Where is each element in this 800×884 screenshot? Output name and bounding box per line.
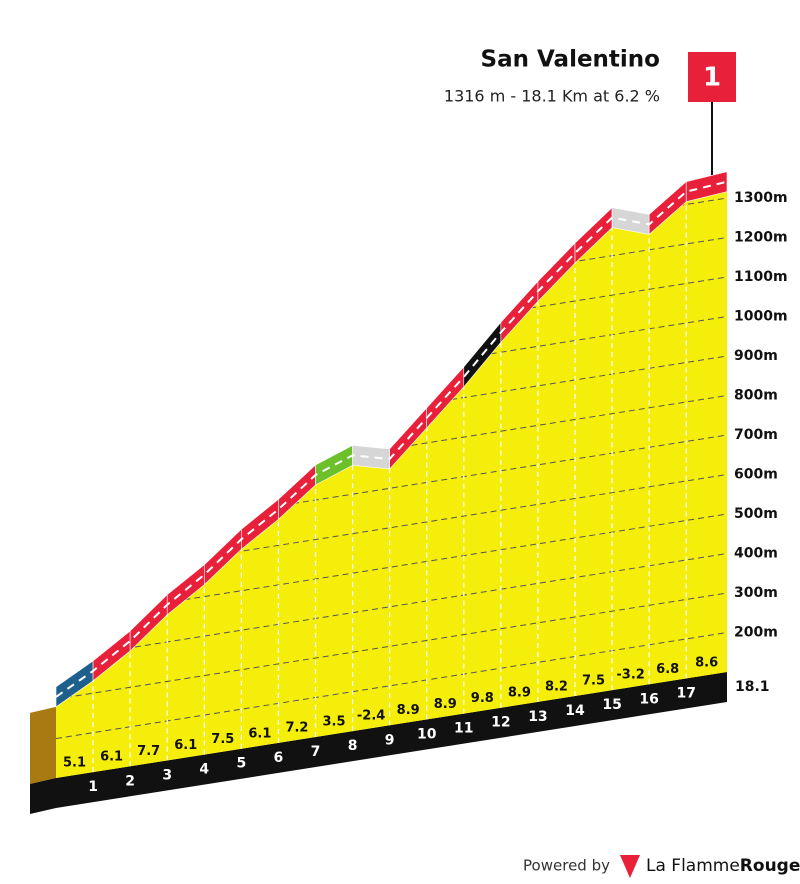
gradient-label: 7.2 xyxy=(285,720,308,735)
y-tick-label: 600m xyxy=(734,467,778,483)
x-tick-label: 17 xyxy=(676,685,695,701)
chart-subtitle: 1316 m - 18.1 Km at 6.2 % xyxy=(444,87,660,106)
x-tick-label: 13 xyxy=(528,709,547,725)
plot: 200m300m400m500m600m700m800m900m1000m110… xyxy=(30,171,788,815)
gradient-label: 9.8 xyxy=(471,691,494,706)
road-segment xyxy=(352,444,390,470)
base-band xyxy=(30,672,727,815)
gradient-label: 8.2 xyxy=(545,679,568,694)
gradient-label: 7.7 xyxy=(137,744,160,759)
x-tick-label: 16 xyxy=(639,691,658,707)
x-tick-label: 2 xyxy=(125,773,135,789)
brand: La FlammeRouge xyxy=(646,856,800,876)
x-tick-label: 5 xyxy=(236,756,246,772)
y-tick-label: 700m xyxy=(734,427,778,443)
x-tick-label: 15 xyxy=(602,697,621,713)
y-tick-label: 200m xyxy=(734,625,778,641)
x-tick-label: 4 xyxy=(199,762,209,778)
gradient-label: 6.8 xyxy=(656,662,679,677)
y-tick-label: 900m xyxy=(734,348,778,364)
side-face xyxy=(30,706,56,785)
road-center xyxy=(55,180,728,698)
gradient-label: 8.6 xyxy=(695,656,718,671)
gradient-label: -3.2 xyxy=(616,668,644,683)
x-tick-label: 10 xyxy=(417,726,437,742)
x-tick-label: 1 xyxy=(88,779,98,795)
y-tick-label: 300m xyxy=(734,585,778,601)
gradient-label: 8.9 xyxy=(434,697,457,712)
flag-label: 1 xyxy=(703,63,721,93)
y-tick-label: 1300m xyxy=(734,190,788,206)
brand-light: La Flamme xyxy=(646,856,740,876)
y-tick-label: 1000m xyxy=(734,309,788,325)
gradient-label: 7.5 xyxy=(582,674,605,689)
chart-title: San Valentino xyxy=(481,47,660,73)
x-tick-label: 8 xyxy=(348,738,358,754)
x-tick-label: 9 xyxy=(385,732,395,748)
x-tick-label: 14 xyxy=(565,703,585,719)
gradient-label: 5.1 xyxy=(63,756,86,771)
logo-icon xyxy=(620,855,640,878)
x-tick-label: 11 xyxy=(454,721,473,737)
grid-line xyxy=(56,553,727,661)
grid-line xyxy=(56,592,727,700)
x-tick-label: 3 xyxy=(162,767,172,783)
y-tick-label: 1100m xyxy=(734,269,788,285)
x-tick-label: 12 xyxy=(491,715,510,731)
gradient-label: 8.9 xyxy=(397,703,420,718)
x-tick-label: 6 xyxy=(274,750,284,766)
brand-bold: Rouge xyxy=(740,856,800,876)
gradient-label: 7.5 xyxy=(211,732,234,747)
gradient-label: -2.4 xyxy=(357,709,385,724)
y-tick-label: 400m xyxy=(734,546,778,562)
x-tick-label: 7 xyxy=(311,744,321,760)
powered-by: Powered by xyxy=(523,857,610,875)
y-tick-label: 1200m xyxy=(734,230,788,246)
grid-line xyxy=(56,632,727,740)
gradient-label: 6.1 xyxy=(174,738,197,753)
gradient-label: 6.1 xyxy=(100,750,123,765)
x-tick-label: 18.1 xyxy=(735,679,770,695)
profile-area xyxy=(56,191,727,779)
gradient-label: 8.9 xyxy=(508,685,531,700)
gradient-label: 6.1 xyxy=(248,726,271,741)
y-tick-label: 500m xyxy=(734,506,778,522)
flag xyxy=(688,52,736,102)
gradient-label: 3.5 xyxy=(323,715,346,730)
y-tick-label: 800m xyxy=(734,388,778,404)
